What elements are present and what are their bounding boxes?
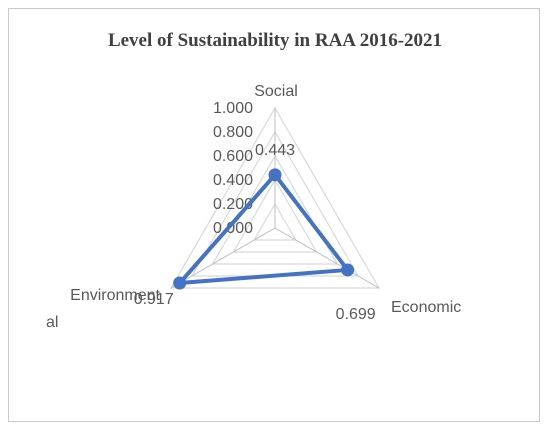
grid-ring-5 (170, 106, 380, 289)
tick-label: 0.800 (213, 124, 253, 141)
tick-label: 0.400 (213, 172, 253, 189)
axis-label-environmental-line-2: al (46, 314, 58, 331)
series-line (177, 172, 350, 286)
tick-label: 1.000 (213, 100, 253, 117)
axis-spoke-2 (170, 227, 276, 289)
value-label-economic: 0.699 (336, 306, 376, 323)
value-label-social: 0.443 (255, 142, 295, 159)
value-label-environmental: 0.917 (134, 291, 174, 308)
tick-label: 0.600 (213, 148, 253, 165)
grid-ring-2 (232, 178, 318, 253)
chart-frame (8, 8, 540, 422)
axis-label-environmental: Environment (70, 287, 160, 304)
axis-labels: Social Economic Environment al (46, 83, 461, 331)
data-point-economic (341, 263, 355, 277)
data-point-environmental (173, 276, 187, 290)
chart-title: Level of Sustainability in RAA 2016-2021 (107, 30, 443, 51)
axis-label-economic: Economic (391, 299, 461, 316)
radar-grid (170, 106, 380, 289)
axis-spoke-1 (274, 227, 380, 289)
series-layer: 0.443 0.699 0.917 (134, 142, 376, 323)
axis-label-social: Social (254, 83, 298, 100)
data-point-social (268, 168, 282, 182)
grid-ring-1 (253, 202, 297, 241)
